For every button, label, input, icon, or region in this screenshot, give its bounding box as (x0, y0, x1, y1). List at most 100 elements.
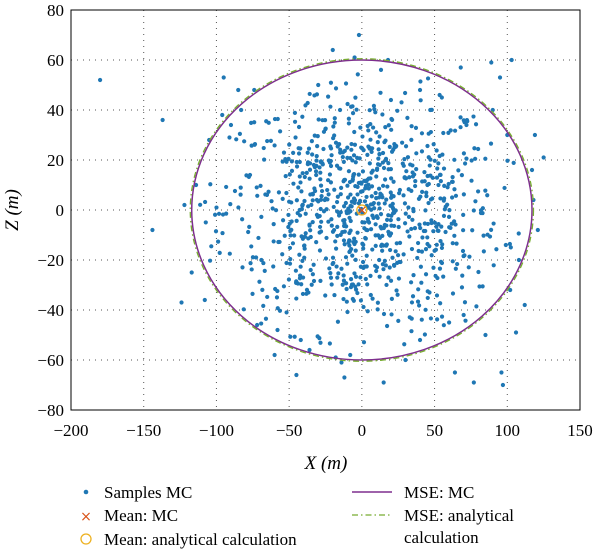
sample-point (513, 330, 519, 335)
sample-point (302, 198, 307, 204)
sample-point (238, 192, 243, 197)
sample-point (381, 380, 386, 385)
sample-point (516, 257, 522, 263)
sample-point (452, 370, 458, 375)
sample-point (221, 75, 226, 80)
y-axis-label: Z (m) (2, 189, 23, 231)
sample-point (428, 316, 434, 321)
sample-point (304, 170, 309, 175)
sample-point (341, 296, 346, 302)
sample-point (358, 275, 363, 280)
sample-point (314, 172, 319, 178)
sample-point (408, 280, 414, 285)
sample-point (202, 199, 208, 205)
sample-point (297, 174, 302, 179)
sample-point (441, 166, 447, 171)
sample-point (293, 268, 298, 273)
sample-point (356, 172, 361, 177)
sample-point (388, 203, 393, 208)
sample-point (342, 375, 347, 380)
sample-point (371, 103, 377, 108)
sample-point (357, 156, 362, 161)
sample-point (396, 318, 401, 324)
sample-point (345, 145, 350, 150)
sample-point (344, 286, 349, 292)
sample-point (338, 232, 343, 237)
sample-point (429, 107, 434, 112)
sample-point (471, 380, 476, 385)
x-tick-label: −150 (126, 421, 161, 440)
sample-point (477, 284, 482, 289)
sample-point (280, 159, 285, 164)
sample-point (302, 243, 307, 248)
sample-point (440, 242, 445, 247)
sample-point (417, 222, 422, 227)
sample-point (316, 117, 321, 122)
sample-point (261, 145, 266, 151)
sample-point (361, 242, 366, 247)
sample-point (355, 230, 360, 235)
sample-point (461, 212, 466, 217)
sample-point (310, 152, 315, 157)
sample-point (198, 202, 203, 207)
sample-point (350, 158, 355, 163)
sample-point (386, 229, 391, 234)
sample-point (424, 194, 429, 199)
sample-point (376, 201, 381, 206)
sample-point (331, 260, 336, 266)
sample-point (458, 65, 463, 70)
sample-point (266, 120, 271, 125)
sample-point (276, 190, 282, 195)
sample-point (446, 181, 451, 187)
sample-point (353, 284, 358, 289)
sample-point (220, 112, 225, 118)
sample-point (409, 316, 414, 321)
sample-point (349, 141, 354, 147)
sample-point (296, 185, 301, 190)
sample-point (280, 196, 285, 201)
sample-point (507, 241, 512, 247)
sample-point (347, 238, 352, 243)
sample-point (432, 220, 437, 225)
sample-point (354, 107, 359, 112)
sample-point (423, 208, 428, 213)
sample-point (302, 255, 307, 260)
sample-point (272, 352, 277, 358)
mean-markers: × (356, 201, 369, 219)
sample-point (299, 282, 304, 287)
sample-point (410, 163, 415, 168)
sample-point (363, 235, 368, 241)
sample-point (438, 238, 443, 244)
sample-point (402, 342, 407, 347)
sample-point (407, 234, 412, 239)
sample-point (376, 147, 381, 152)
sample-point (390, 117, 395, 123)
sample-point (368, 121, 373, 127)
sample-point (442, 183, 447, 188)
sample-point (375, 300, 380, 305)
y-tick-label: −80 (37, 401, 64, 420)
sample-point (297, 207, 302, 213)
sample-point (419, 131, 425, 136)
sample-point (428, 197, 434, 202)
sample-point (250, 255, 256, 260)
sample-point (418, 264, 423, 269)
sample-point (342, 229, 347, 234)
sample-point (341, 223, 347, 229)
sample-point (249, 143, 254, 148)
sample-point (393, 144, 398, 149)
sample-point (287, 261, 293, 266)
sample-point (378, 212, 384, 217)
sample-point (347, 243, 352, 248)
sample-point (288, 233, 293, 238)
sample-point (476, 189, 481, 194)
sample-point (311, 278, 317, 284)
sample-point (287, 172, 292, 177)
sample-point (413, 183, 418, 189)
sample-point (182, 202, 187, 208)
sample-point (369, 184, 375, 189)
sample-point (452, 233, 457, 238)
sample-point (364, 227, 369, 232)
mse-analytical-ellipse (189, 58, 535, 362)
sample-point (388, 190, 393, 195)
